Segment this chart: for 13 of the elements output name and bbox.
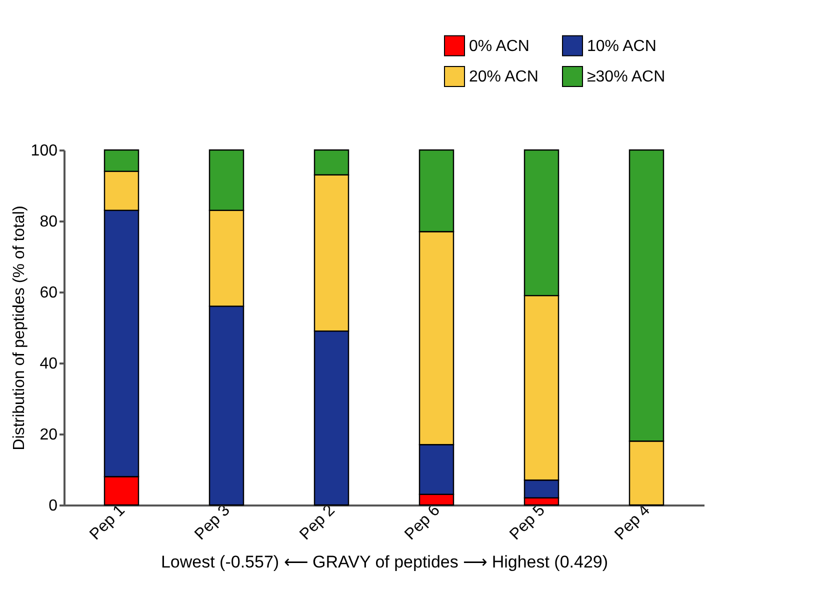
legend-label: 0% ACN	[469, 38, 530, 55]
y-tick-label: 100	[30, 142, 58, 160]
y-tick-label: 60	[40, 284, 58, 302]
y-tick-label: 40	[40, 356, 58, 372]
x-tick-label: Pep 1	[86, 502, 128, 544]
y-axis-title: Distribution of peptides (% of total)	[10, 206, 28, 450]
legend-label: 10% ACN	[587, 38, 656, 55]
x-axis-title: Lowest (-0.557) ⟵ GRAVY of peptides ⟶ Highest (0.429)	[160, 552, 608, 572]
y-tick-label: 80	[40, 214, 58, 230]
legend-label: ≥30% ACN	[587, 68, 666, 86]
y-tick-label: 0	[48, 498, 58, 514]
legend-label: 20% ACN	[469, 68, 538, 86]
y-tick-label: 20	[40, 426, 58, 444]
